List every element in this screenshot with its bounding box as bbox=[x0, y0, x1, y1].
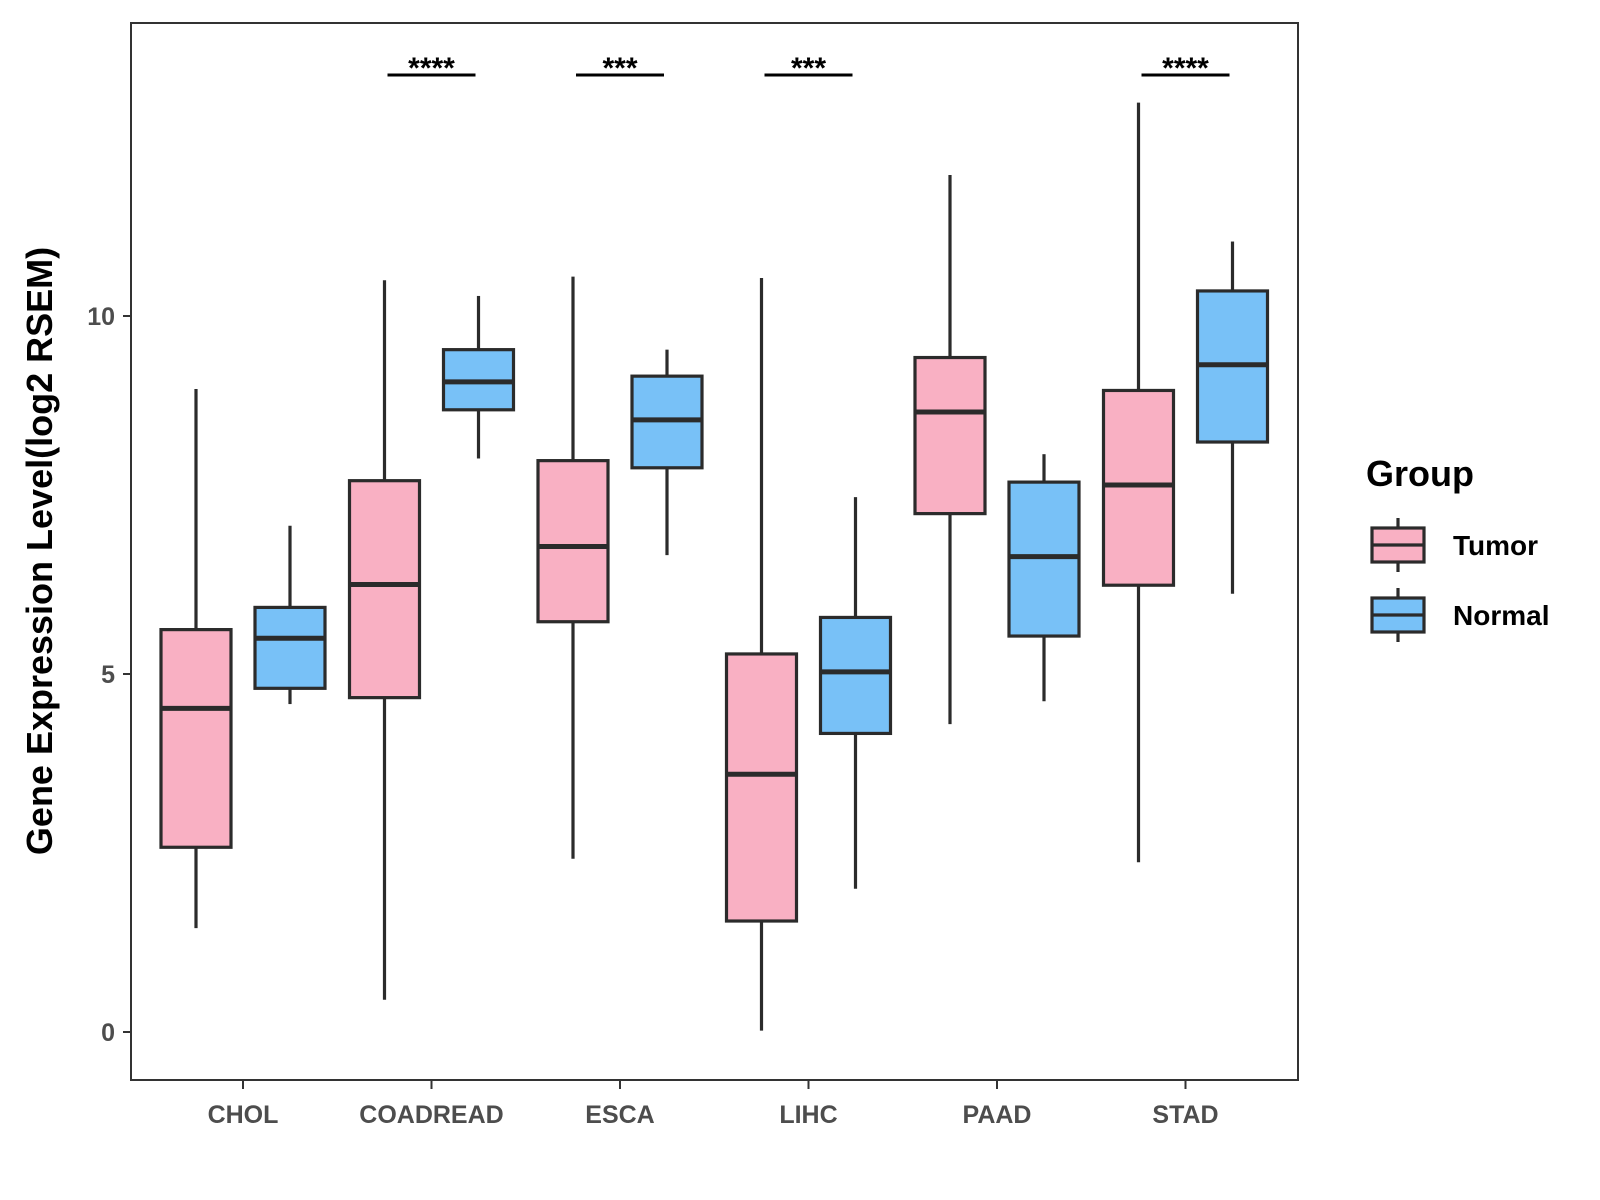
y-axis: 0 5 10 bbox=[87, 303, 131, 1047]
box-iqr bbox=[253, 605, 327, 690]
x-axis: CHOL COADREAD ESCA LIHC PAAD STAD bbox=[208, 1080, 1219, 1129]
box-iqr bbox=[913, 355, 987, 516]
significance-label: *** bbox=[602, 52, 637, 85]
significance-label: *** bbox=[791, 52, 826, 85]
y-tick-label: 5 bbox=[101, 661, 115, 689]
box-normal-coadread bbox=[441, 295, 516, 459]
x-tick-label: COADREAD bbox=[359, 1101, 503, 1129]
legend-label-tumor: Tumor bbox=[1453, 530, 1538, 561]
x-tick-label: CHOL bbox=[208, 1101, 279, 1129]
box-tumor-lihc bbox=[724, 278, 799, 1031]
x-tick-label: ESCA bbox=[585, 1101, 654, 1129]
box-tumor-esca bbox=[536, 276, 610, 859]
box-iqr bbox=[818, 615, 893, 736]
box-tumor-stad bbox=[1101, 102, 1176, 863]
box-iqr bbox=[1101, 388, 1176, 587]
box-normal-lihc bbox=[818, 497, 893, 889]
series-tumor bbox=[159, 102, 1176, 1031]
legend-key-normal bbox=[1370, 588, 1426, 642]
box-iqr bbox=[724, 652, 799, 923]
box-tumor-chol bbox=[159, 389, 233, 929]
box-normal-chol bbox=[253, 525, 327, 705]
series-normal bbox=[253, 241, 1270, 889]
box-iqr bbox=[1007, 480, 1081, 638]
box-normal-paad bbox=[1007, 454, 1081, 702]
box-iqr bbox=[159, 628, 233, 849]
box-tumor-coadread bbox=[347, 280, 422, 1000]
box-series bbox=[159, 102, 1270, 1031]
x-tick-label: PAAD bbox=[963, 1101, 1032, 1129]
legend-label-normal: Normal bbox=[1453, 600, 1549, 631]
box-tumor-paad bbox=[913, 174, 987, 725]
y-tick-label: 0 bbox=[101, 1019, 115, 1047]
legend-title: Group bbox=[1366, 453, 1474, 494]
legend: Group Tumor Normal bbox=[1366, 453, 1549, 642]
box-iqr bbox=[536, 459, 610, 624]
box-normal-esca bbox=[630, 349, 704, 556]
y-axis-title: Gene Expression Level(log2 RSEM) bbox=[19, 247, 60, 855]
legend-key-tumor bbox=[1370, 518, 1426, 572]
box-iqr bbox=[347, 479, 422, 700]
y-tick-label: 10 bbox=[87, 303, 115, 331]
x-tick-label: LIHC bbox=[779, 1101, 837, 1129]
x-tick-label: STAD bbox=[1152, 1101, 1218, 1129]
significance-label: **** bbox=[1162, 52, 1209, 85]
significance-label: **** bbox=[408, 52, 455, 85]
significance-annotations: **** *** *** **** bbox=[387, 52, 1230, 85]
box-normal-stad bbox=[1195, 241, 1270, 594]
